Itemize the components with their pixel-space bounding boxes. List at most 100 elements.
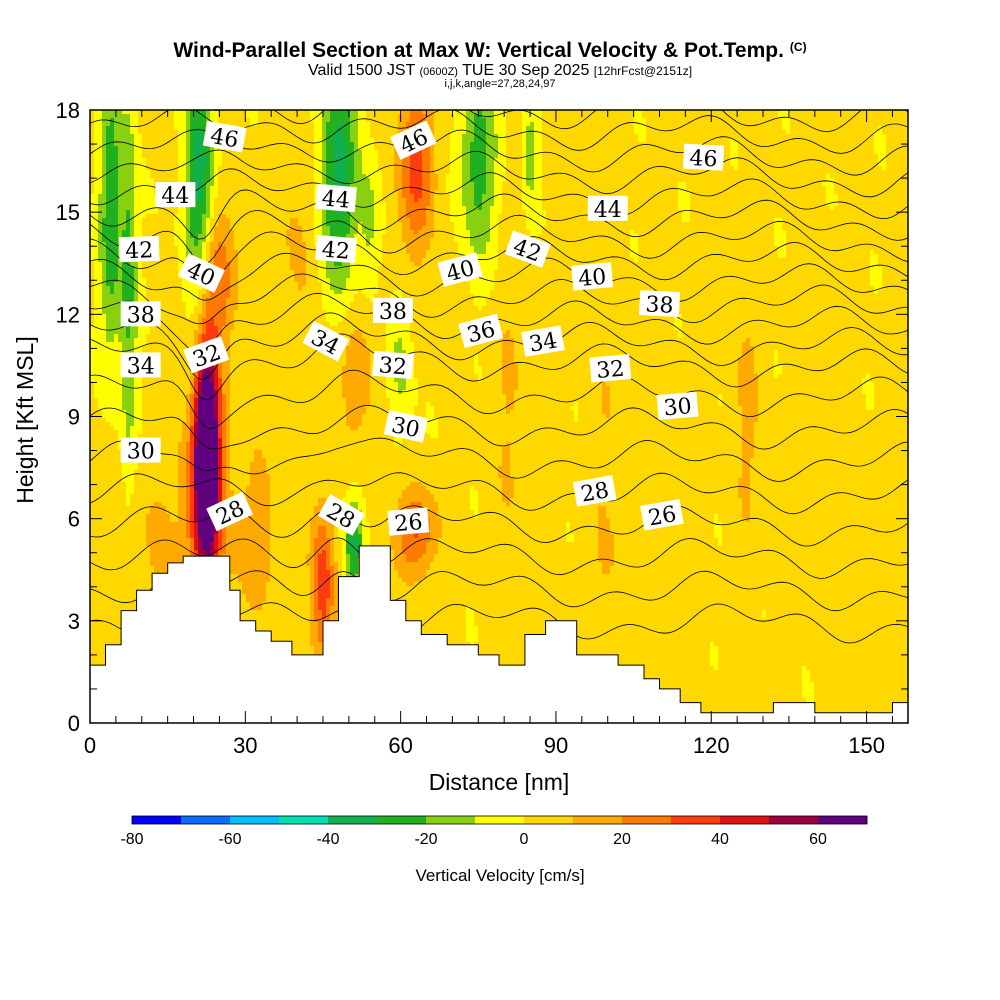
w-cell	[206, 546, 211, 551]
w-cell	[206, 290, 211, 295]
w-cell	[170, 146, 175, 151]
w-cell	[114, 614, 119, 619]
w-cell	[198, 210, 203, 215]
w-cell	[98, 354, 103, 359]
w-cell	[178, 538, 183, 543]
w-cell	[94, 446, 99, 451]
w-cell	[218, 282, 223, 287]
w-cell	[126, 494, 131, 499]
w-cell	[158, 166, 163, 171]
w-cell	[206, 222, 211, 227]
w-cell	[98, 570, 103, 575]
w-cell	[202, 510, 207, 515]
w-cell	[214, 458, 219, 463]
w-cell	[182, 406, 187, 411]
w-cell	[202, 466, 207, 471]
w-cell	[166, 518, 171, 523]
w-cell	[150, 150, 155, 155]
w-cell	[90, 306, 95, 311]
w-cell	[122, 178, 127, 183]
w-cell	[102, 342, 107, 347]
w-cell	[138, 210, 143, 215]
w-cell	[174, 342, 179, 347]
w-cell	[146, 274, 151, 279]
w-cell	[170, 218, 175, 223]
w-cell	[210, 402, 215, 407]
w-cell	[206, 218, 211, 223]
w-cell	[122, 222, 127, 227]
w-cell	[162, 286, 167, 291]
w-cell	[114, 334, 119, 339]
w-cell	[134, 490, 139, 495]
w-cell	[178, 498, 183, 503]
w-cell	[170, 490, 175, 495]
w-cell	[94, 226, 99, 231]
w-cell	[206, 338, 211, 343]
w-cell	[134, 414, 139, 419]
w-cell	[146, 346, 151, 351]
w-cell	[146, 166, 151, 171]
w-cell	[150, 530, 155, 535]
w-cell	[202, 478, 207, 483]
w-cell	[154, 502, 159, 507]
w-cell	[122, 286, 127, 291]
w-cell	[166, 414, 171, 419]
w-cell	[102, 474, 107, 479]
w-cell	[98, 294, 103, 299]
w-cell	[190, 322, 195, 327]
w-cell	[102, 138, 107, 143]
w-cell	[194, 206, 199, 211]
w-cell	[94, 242, 99, 247]
w-cell	[178, 474, 183, 479]
w-cell	[154, 334, 159, 339]
w-cell	[170, 554, 175, 559]
w-cell	[150, 182, 155, 187]
w-cell	[102, 498, 107, 503]
w-cell	[98, 322, 103, 327]
w-cell	[90, 594, 95, 599]
w-cell	[142, 538, 147, 543]
w-cell	[110, 402, 115, 407]
w-cell	[194, 518, 199, 523]
w-cell	[118, 210, 123, 215]
w-cell	[202, 254, 207, 259]
w-cell	[218, 162, 223, 167]
w-cell	[130, 226, 135, 231]
w-cell	[94, 522, 99, 527]
w-cell	[186, 342, 191, 347]
w-cell	[130, 510, 135, 515]
w-cell	[98, 158, 103, 163]
w-cell	[178, 354, 183, 359]
w-cell	[106, 166, 111, 171]
w-cell	[154, 146, 159, 151]
w-cell	[170, 322, 175, 327]
w-cell	[178, 158, 183, 163]
w-cell	[110, 614, 115, 619]
w-cell	[186, 550, 191, 555]
w-cell	[134, 230, 139, 235]
w-cell	[162, 386, 167, 391]
w-cell	[126, 350, 131, 355]
w-cell	[126, 426, 131, 431]
w-cell	[178, 518, 183, 523]
w-cell	[126, 214, 131, 219]
w-cell	[102, 178, 107, 183]
w-cell	[186, 158, 191, 163]
w-cell	[166, 338, 171, 343]
w-cell	[166, 390, 171, 395]
w-cell	[98, 606, 103, 611]
w-cell	[106, 562, 111, 567]
w-cell	[102, 362, 107, 367]
w-cell	[122, 198, 127, 203]
w-cell	[146, 570, 151, 575]
w-cell	[158, 134, 163, 139]
w-cell	[178, 494, 183, 499]
w-cell	[110, 182, 115, 187]
w-cell	[174, 158, 179, 163]
w-cell	[206, 418, 211, 423]
w-cell	[118, 358, 123, 363]
w-cell	[210, 190, 215, 195]
w-cell	[174, 518, 179, 523]
w-cell	[202, 202, 207, 207]
w-cell	[198, 434, 203, 439]
